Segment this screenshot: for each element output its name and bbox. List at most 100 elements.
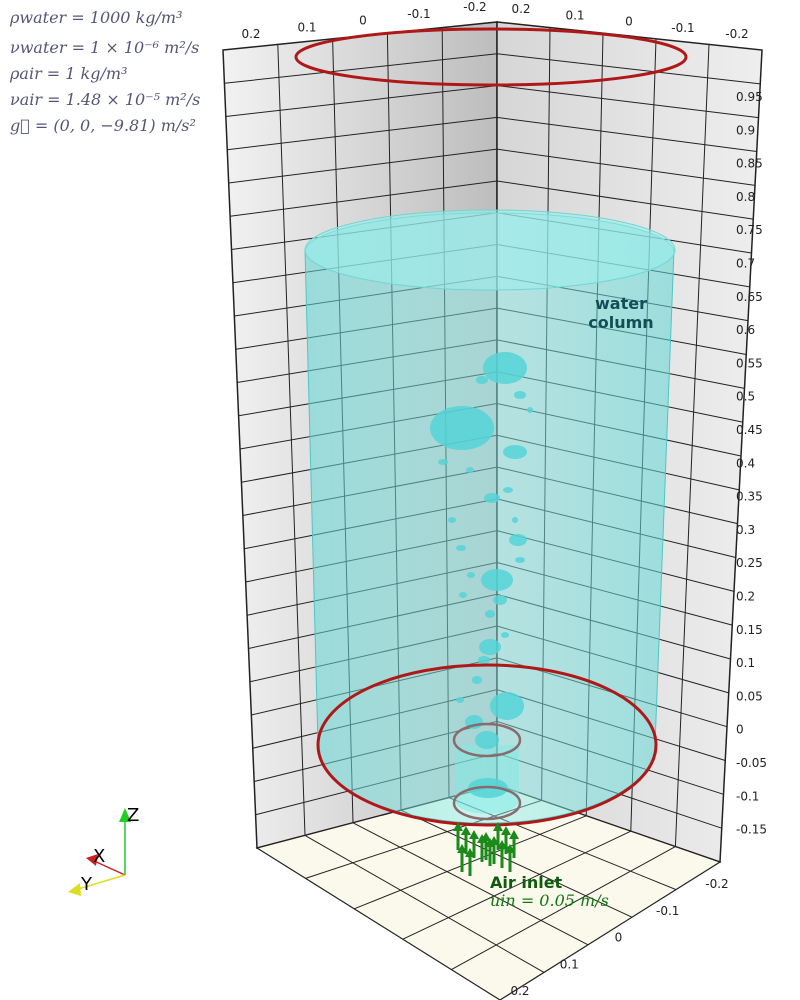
bubble <box>472 676 482 684</box>
inlet-arrow-icon <box>461 826 471 854</box>
bottom-right-tick-label: 0 <box>615 931 623 945</box>
bubble <box>481 569 513 591</box>
air-inlet-arrows <box>453 822 519 876</box>
bubble <box>483 352 527 384</box>
z-tick-label: 0.4 <box>736 456 755 470</box>
top-right-tick-label: 0.2 <box>511 2 530 16</box>
z-tick-label: -0.15 <box>736 823 767 837</box>
z-tick-label: 0.35 <box>736 490 763 504</box>
inlet-arrow-icon <box>505 844 515 872</box>
bottom-right-axis-ticks: -0.2 -0.1 0 0.1 0.2 <box>510 877 728 998</box>
bottom-right-tick-label: 0.2 <box>510 984 529 998</box>
inlet-arrow-icon <box>481 832 491 860</box>
bubble <box>527 407 533 413</box>
bubble <box>485 610 495 618</box>
top-right-tick-label: -0.1 <box>671 21 694 35</box>
inlet-velocity-label: uin = 0.05 m/s <box>490 891 609 910</box>
bubble <box>509 534 527 546</box>
bottom-right-tick-label: 0.1 <box>560 957 579 971</box>
domain-ring <box>316 663 658 827</box>
water-column-label-line2: column <box>588 313 653 332</box>
param-nu-air: νair = 1.48 × 10⁻⁵ m²/s <box>10 90 201 109</box>
y-axis-letter: Y <box>80 874 93 895</box>
z-axis-letter: Z <box>127 805 139 826</box>
param-rho-air: ρair = 1 kg/m³ <box>10 64 128 83</box>
bottom-right-tick-label: -0.1 <box>656 904 679 918</box>
z-axis-ticks: 0.95 0.9 0.85 0.8 0.75 0.7 0.65 0.6 0.55 0.5 0.45 0… <box>736 90 767 837</box>
inlet-arrow-icon <box>465 848 475 876</box>
bottom-right-tick-label: -0.2 <box>705 877 728 891</box>
top-right-axis-ticks: 0.2 0.1 0 -0.1 -0.2 <box>511 2 748 41</box>
bubble <box>493 595 507 605</box>
inlet-arrow-icon <box>489 836 499 864</box>
top-right-tick-label: -0.2 <box>725 27 748 41</box>
inlet-arrow-icon <box>501 826 511 854</box>
bubble <box>514 391 526 399</box>
x-axis-letter: X <box>93 846 105 867</box>
z-tick-label: 0.8 <box>736 190 755 204</box>
bubble <box>503 445 527 459</box>
air-inlet-label: Air inlet <box>490 873 563 892</box>
bubble <box>467 572 475 578</box>
top-left-tick-label: -0.1 <box>407 7 430 21</box>
top-left-tick-label: -0.2 <box>463 0 486 14</box>
z-tick-label: 0.25 <box>736 556 763 570</box>
y-arrow-icon <box>68 883 81 896</box>
top-left-tick-label: 0.1 <box>297 20 316 34</box>
z-tick-label: 0.75 <box>736 223 763 237</box>
z-tick-label: 0.45 <box>736 423 763 437</box>
bubble <box>503 487 513 493</box>
z-tick-label: 0.9 <box>736 123 755 137</box>
z-tick-label: 0.15 <box>736 623 763 637</box>
top-left-tick-label: 0.2 <box>241 27 260 41</box>
inlet-arrow-icon <box>469 830 479 858</box>
top-ring <box>294 27 688 87</box>
z-tick-label: 0.1 <box>736 656 755 670</box>
z-tick-label: 0.2 <box>736 590 755 604</box>
z-tick-label: 0.6 <box>736 323 755 337</box>
water-column-label-line1: water <box>595 294 647 313</box>
bubble <box>512 517 518 523</box>
top-left-axis-ticks: 0.2 0.1 0 -0.1 -0.2 <box>241 0 486 41</box>
inlet-arrow-icon <box>493 822 503 850</box>
param-gravity: g⃗ = (0, 0, −9.81) m/s² <box>10 116 196 135</box>
bubble <box>484 493 500 503</box>
bubble <box>515 557 525 563</box>
inlet-arrow-icon <box>497 840 507 868</box>
top-right-tick-label: 0 <box>625 15 633 29</box>
top-right-tick-label: 0.1 <box>565 8 584 22</box>
z-tick-label: -0.05 <box>736 756 767 770</box>
inlet-ring-lower <box>452 785 522 821</box>
z-tick-label: 0.05 <box>736 689 763 703</box>
top-left-tick-label: 0 <box>359 14 367 28</box>
inlet-arrow-icon <box>457 844 467 872</box>
x-arrow-icon <box>86 854 98 866</box>
param-rho-water: ρwater = 1000 kg/m³ <box>10 8 183 27</box>
z-tick-label: 0.85 <box>736 157 763 171</box>
z-tick-label: -0.1 <box>736 789 759 803</box>
inlet-arrow-icon <box>509 830 519 858</box>
z-tick-label: 0.65 <box>736 290 763 304</box>
bubble <box>456 697 464 703</box>
bubble <box>456 545 466 551</box>
inlet-ring-upper <box>452 722 522 758</box>
z-arrow-icon <box>119 808 131 822</box>
bubble <box>479 639 501 655</box>
bubble <box>478 656 490 664</box>
bubble <box>459 592 467 598</box>
inlet-arrow-icon <box>453 822 463 850</box>
air-bubbles <box>430 352 533 798</box>
bubble <box>475 731 499 749</box>
bubble <box>448 517 456 523</box>
z-tick-label: 0.7 <box>736 257 755 271</box>
z-tick-label: 0 <box>736 723 744 737</box>
bubble <box>490 692 524 720</box>
water-column <box>304 209 676 824</box>
bubble <box>438 459 448 465</box>
param-nu-water: νwater = 1 × 10⁻⁶ m²/s <box>10 38 200 57</box>
z-tick-label: 0.5 <box>736 390 755 404</box>
z-tick-label: 0.55 <box>736 356 763 370</box>
bubble <box>476 376 488 384</box>
bubble <box>501 632 509 638</box>
